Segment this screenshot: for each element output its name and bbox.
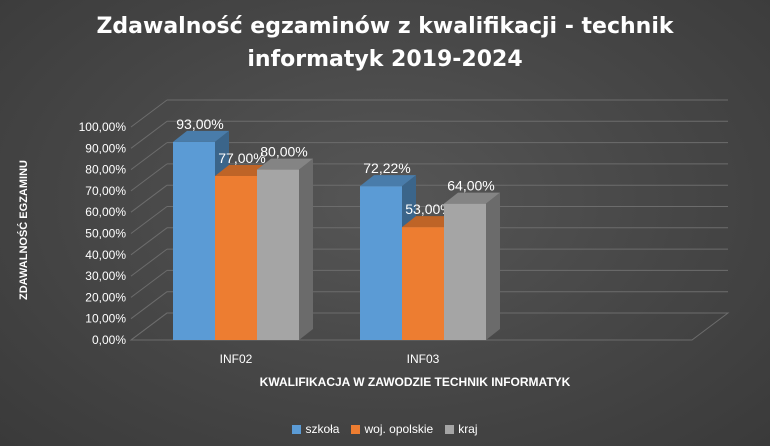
data-label: 77,00%: [218, 150, 265, 166]
legend-label-kraj: kraj: [458, 422, 478, 436]
data-label: 93,00%: [176, 116, 223, 132]
chart-title-line-2: informatyk 2019-2024: [247, 47, 523, 72]
bar-top-kraj-INF03: [444, 192, 500, 204]
gridline-side: [130, 206, 168, 234]
legend-swatch-woj-opolskie: [351, 424, 361, 434]
legend-item-woj-opolskie: woj. opolskie: [351, 422, 433, 436]
chart-title-line-1: Zdawalność egzaminów z kwalifikacji - te…: [96, 14, 674, 39]
y-tick-label: 50,00%: [85, 227, 126, 241]
gridline-side: [130, 248, 168, 277]
legend-swatch-kraj: [445, 424, 455, 434]
legend-item-szkola: szkoła: [292, 422, 339, 436]
y-tick-label: 80,00%: [85, 163, 126, 177]
gridline-side: [130, 99, 168, 128]
bar-kraj-INF03: [444, 203, 486, 340]
bar-side-kraj-INF02: [299, 158, 313, 340]
gridline-side: [130, 291, 168, 320]
bar-kraj-INF02: [257, 169, 299, 340]
y-tick-label: 60,00%: [85, 205, 126, 219]
chart-title: Zdawalność egzaminów z kwalifikacji - te…: [0, 10, 770, 76]
data-label: 80,00%: [260, 144, 307, 160]
y-tick-label: 70,00%: [85, 184, 126, 198]
legend-swatch-szkola: [292, 424, 302, 434]
bar-woj-opolskie-INF03: [402, 227, 444, 340]
bar-side-kraj-INF03: [486, 192, 500, 340]
y-tick-label: 30,00%: [85, 269, 126, 283]
bar-top-szko-a-INF03: [360, 175, 416, 187]
y-tick-label: 0,00%: [92, 333, 126, 347]
bar-top-kraj-INF02: [257, 158, 313, 170]
bar-top-szko-a-INF02: [173, 130, 229, 142]
x-tick-label: INF03: [407, 352, 440, 366]
legend-item-kraj: kraj: [445, 422, 478, 436]
legend: szkoła woj. opolskie kraj: [0, 422, 770, 436]
data-label: 53,00%: [405, 201, 452, 217]
gridline-side: [130, 227, 168, 256]
data-label: 64,00%: [447, 178, 494, 194]
y-tick-label: 10,00%: [85, 312, 126, 326]
y-axis-title: ZDAWALNOŚĆ EGZAMINU: [18, 160, 30, 300]
gridline-side: [130, 142, 168, 171]
bar-szko-a-INF03: [360, 186, 402, 340]
gridline-side: [130, 120, 168, 149]
y-tick-label: 40,00%: [85, 248, 126, 262]
y-tick-label: 100,00%: [79, 120, 127, 134]
bar-woj-opolskie-INF02: [215, 175, 257, 340]
x-tick-label: INF02: [220, 352, 253, 366]
gridline-side: [130, 269, 168, 298]
chart-floor: [129, 312, 730, 341]
data-label: 72,22%: [363, 160, 410, 176]
y-tick-label: 20,00%: [85, 290, 126, 304]
bar-szko-a-INF02: [173, 141, 215, 340]
gridline-side: [130, 184, 168, 213]
gridline-side: [130, 163, 168, 192]
legend-label-szkola: szkoła: [305, 422, 340, 436]
x-axis-title: KWALIFIKACJA W ZAWODZIE TECHNIK INFORMAT…: [259, 375, 571, 389]
legend-label-woj-opolskie: woj. opolskie: [364, 422, 434, 436]
y-tick-label: 90,00%: [85, 141, 126, 155]
